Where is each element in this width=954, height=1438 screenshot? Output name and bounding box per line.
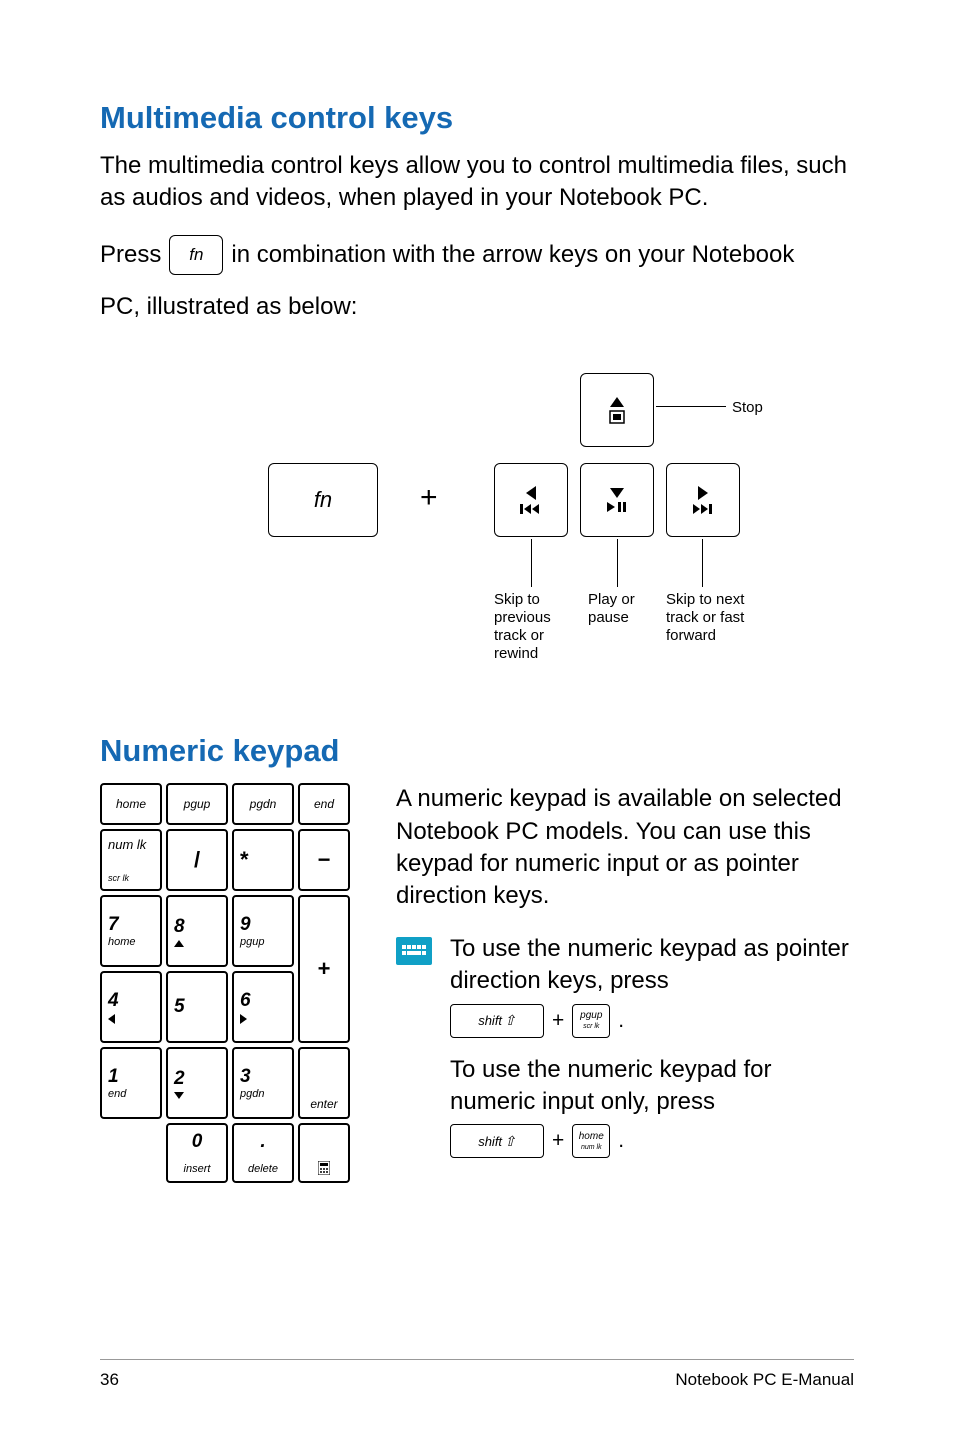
stop-label: Stop (732, 399, 763, 417)
press-prefix: Press (100, 241, 161, 269)
pointer-direction-text: To use the numeric keypad as pointer dir… (450, 933, 854, 998)
triangle-right-icon (698, 486, 708, 500)
fn-key-inline: fn (169, 235, 223, 275)
arrow-down-playpause-key (580, 463, 654, 537)
combo-plus-2: + (552, 1129, 564, 1153)
page-number: 36 (100, 1370, 119, 1390)
numpad-arrow-left-icon (108, 1014, 115, 1024)
numpad-minus-key: − (298, 829, 350, 891)
play-pause-label: Play or pause (588, 591, 648, 627)
numeric-keypad-diagram: home pgup pgdn end num lk scr lk / * − (100, 783, 356, 1183)
numpad-8-key: 8 (166, 895, 228, 967)
numpad-1-key: 1 end (100, 1047, 162, 1119)
numeric-heading: Numeric keypad (100, 733, 854, 769)
pgup-scrlk-key: pgup scr lk (572, 1004, 610, 1038)
numpad-arrow-up-icon (174, 940, 184, 947)
page-footer: 36 Notebook PC E-Manual (100, 1359, 854, 1390)
diagram-fn-key: fn (268, 463, 378, 537)
home-numlk-key: home num lk (572, 1124, 610, 1158)
callout-line-next (702, 539, 703, 587)
combo-plus-1: + (552, 1009, 564, 1033)
shift-key-2: shift⇧ (450, 1124, 544, 1158)
triangle-up-icon (610, 397, 624, 407)
numpad-calc-key (298, 1123, 350, 1183)
press-instruction: Press fn in combination with the arrow k… (100, 235, 854, 275)
arrow-up-stop-key (580, 373, 654, 447)
press-suffix-part2: PC, illustrated as below: (100, 291, 854, 323)
calculator-icon (318, 1161, 330, 1175)
press-suffix-part1: in combination with the arrow keys on yo… (231, 241, 794, 269)
numpad-2-key: 2 (166, 1047, 228, 1119)
numpad-9-key: 9 pgup (232, 895, 294, 967)
multimedia-diagram: fn + Stop (100, 363, 854, 693)
combo-period-2: . (618, 1129, 624, 1153)
numpad-numlk-key: num lk scr lk (100, 829, 162, 891)
numpad-pgdn-key: pgdn (232, 783, 294, 825)
numpad-4-key: 4 (100, 971, 162, 1043)
numpad-dot-key: . delete (232, 1123, 294, 1183)
numpad-arrow-right-icon (240, 1014, 247, 1024)
numpad-home-key: home (100, 783, 162, 825)
numpad-arrow-down-icon (174, 1092, 184, 1099)
skip-prev-label: Skip to previous track or rewind (494, 591, 584, 663)
callout-line-prev (531, 539, 532, 587)
doc-title-footer: Notebook PC E-Manual (675, 1370, 854, 1390)
combo-pointer: shift⇧ + pgup scr lk . (450, 1004, 854, 1038)
combo-period-1: . (618, 1009, 624, 1033)
triangle-left-icon (526, 486, 536, 500)
multimedia-intro: The multimedia control keys allow you to… (100, 150, 854, 215)
numpad-pgup-key: pgup (166, 783, 228, 825)
numpad-plus-key: + (298, 895, 350, 1043)
skip-next-label: Skip to next track or fast forward (666, 591, 756, 645)
multimedia-heading: Multimedia control keys (100, 100, 854, 136)
stop-icon (609, 410, 625, 424)
numpad-end-key: end (298, 783, 350, 825)
numpad-0-key: 0 insert (166, 1123, 228, 1183)
shift-key-1: shift⇧ (450, 1004, 544, 1038)
numeric-intro: A numeric keypad is available on selecte… (396, 783, 854, 913)
numpad-enter-key: enter (298, 1047, 350, 1119)
play-pause-icon (606, 501, 628, 513)
arrow-left-prev-key (494, 463, 568, 537)
callout-line-playpause (617, 539, 618, 587)
diagram-plus: + (420, 481, 438, 515)
numpad-3-key: 3 pgdn (232, 1047, 294, 1119)
arrow-right-next-key (666, 463, 740, 537)
numpad-star-key: * (232, 829, 294, 891)
skip-previous-icon (520, 503, 542, 515)
numpad-6-key: 6 (232, 971, 294, 1043)
triangle-down-icon (610, 488, 624, 498)
numpad-slash-key: / (166, 829, 228, 891)
skip-next-icon (692, 503, 714, 515)
combo-numeric: shift⇧ + home num lk . (450, 1124, 854, 1158)
numeric-input-text: To use the numeric keypad for numeric in… (450, 1054, 854, 1119)
keyboard-icon (396, 937, 432, 965)
numpad-7-key: 7 home (100, 895, 162, 967)
callout-line-stop (656, 406, 726, 407)
numpad-5-key: 5 (166, 971, 228, 1043)
